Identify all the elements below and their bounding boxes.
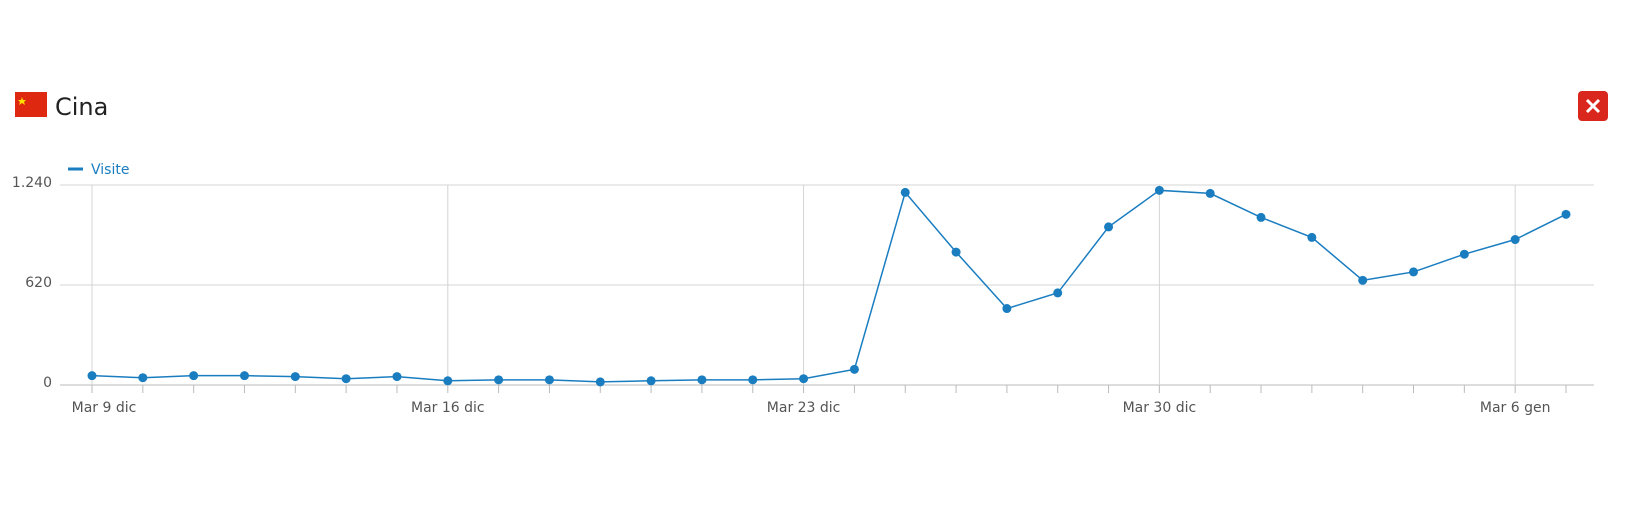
- data-point: [951, 247, 961, 257]
- data-point: [239, 371, 249, 381]
- data-point: [1205, 188, 1215, 198]
- data-point: [799, 374, 809, 384]
- data-point: [1459, 249, 1469, 259]
- flag: [15, 92, 47, 117]
- data-point: [392, 372, 402, 382]
- x-tick-label: Mar 30 dic: [1123, 400, 1197, 416]
- y-tick-label: 0: [43, 375, 52, 391]
- data-point: [290, 372, 300, 382]
- x-tick-label: Mar 23 dic: [767, 400, 841, 416]
- data-point: [595, 377, 605, 387]
- data-point: [646, 376, 656, 386]
- data-point: [1561, 209, 1571, 219]
- y-tick-label: 1.240: [12, 175, 52, 191]
- data-point: [443, 376, 453, 386]
- series-line: [91, 189, 1567, 383]
- title: Cina: [55, 93, 108, 121]
- close-button[interactable]: [1578, 91, 1608, 121]
- data-point: [494, 375, 504, 385]
- data-point: [1256, 212, 1266, 222]
- data-point: [1307, 232, 1317, 242]
- x-tick-label: Mar 6 gen: [1480, 400, 1551, 416]
- data-point: [1358, 275, 1368, 285]
- y-tick-label: 620: [25, 275, 52, 291]
- data-point: [1510, 235, 1520, 245]
- data-point: [1104, 222, 1114, 232]
- data-point: [87, 371, 97, 381]
- x-tick-label: Mar 16 dic: [411, 400, 485, 416]
- x-tick-label: Mar 9 dic: [72, 400, 137, 416]
- data-point: [849, 364, 859, 374]
- data-point: [138, 373, 148, 383]
- legend-label: Visite: [91, 162, 129, 178]
- data-point: [748, 375, 758, 385]
- data-point: [1053, 288, 1063, 298]
- data-point: [189, 371, 199, 381]
- data-point: [697, 375, 707, 385]
- data-point: [341, 374, 351, 384]
- data-point: [1154, 185, 1164, 195]
- data-point: [900, 187, 910, 197]
- data-point: [1409, 267, 1419, 277]
- data-point: [1002, 304, 1012, 314]
- data-point: [544, 375, 554, 385]
